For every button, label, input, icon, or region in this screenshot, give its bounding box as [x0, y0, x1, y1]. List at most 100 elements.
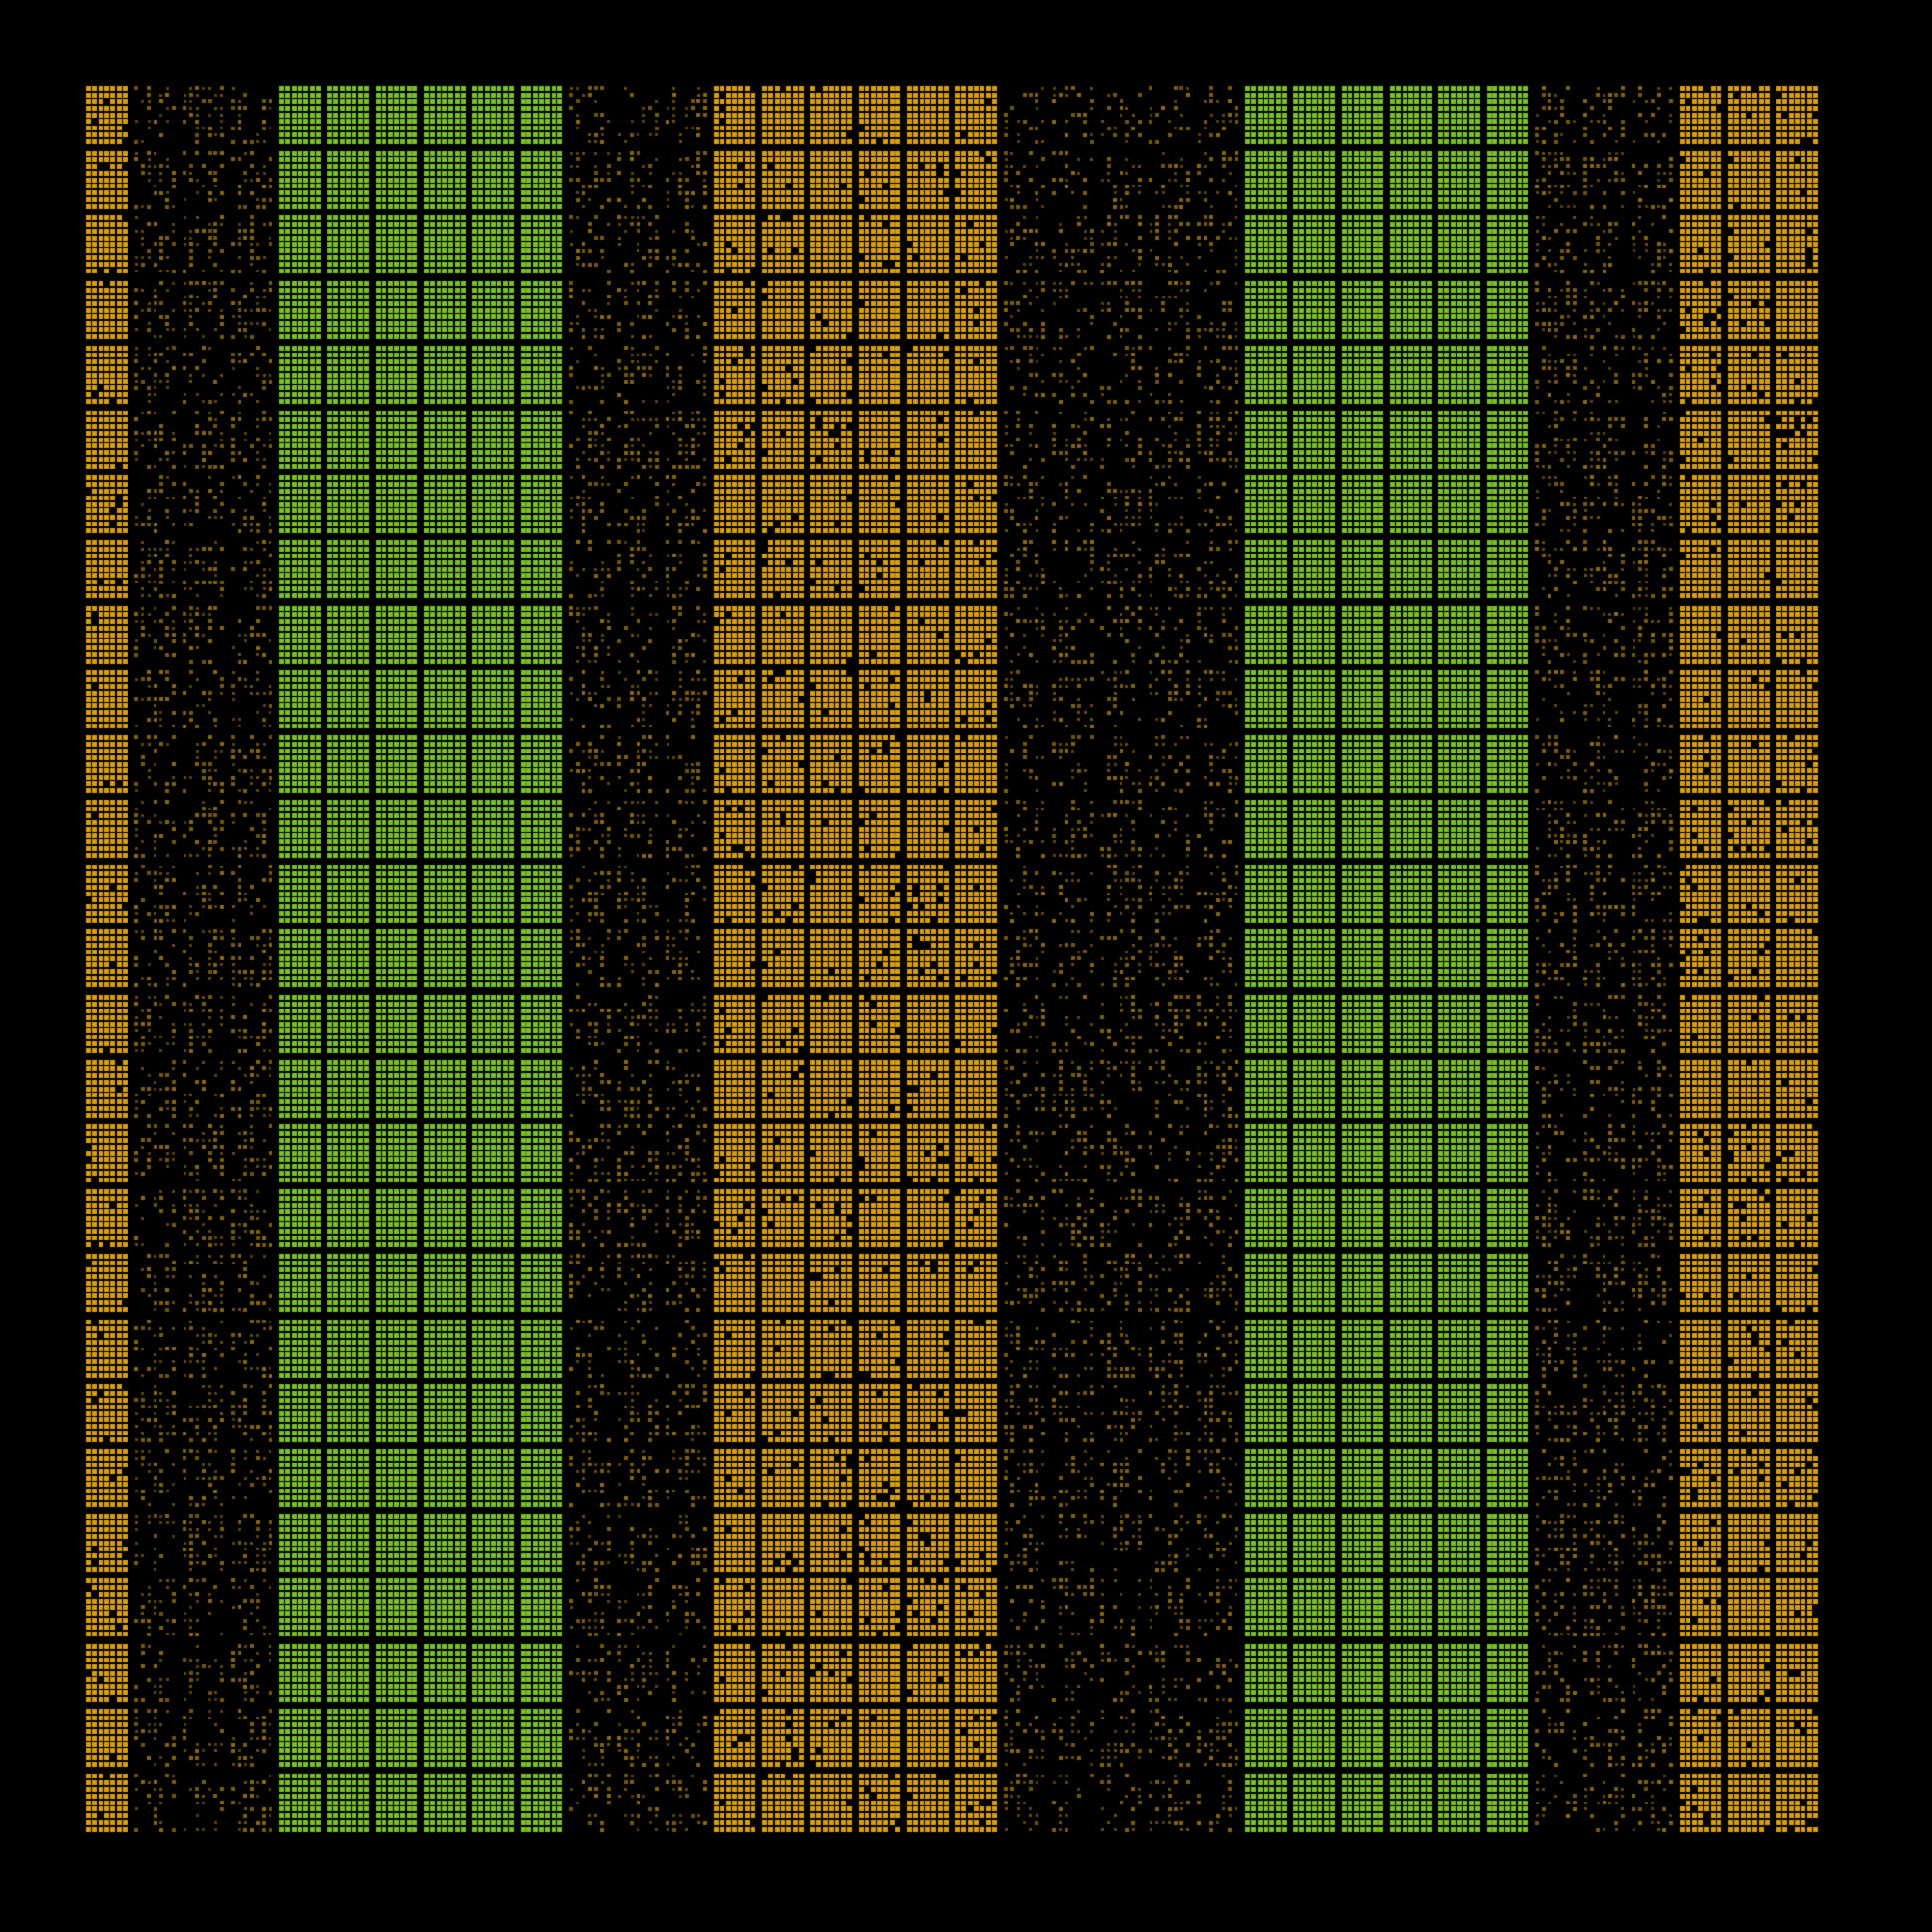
- heatmap-cell: [810, 1577, 858, 1642]
- heatmap-cell: [327, 1513, 375, 1577]
- heatmap-cell: [1003, 409, 1051, 474]
- heatmap-cell: [1486, 604, 1534, 669]
- heatmap-cell: [1003, 733, 1051, 799]
- heatmap-cell: [1244, 1577, 1293, 1642]
- heatmap-cell: [1534, 993, 1582, 1059]
- heatmap-cell: [182, 1642, 230, 1708]
- heatmap-cell: [810, 1058, 858, 1123]
- heatmap-cell: [1582, 1513, 1631, 1577]
- heatmap-cell: [520, 604, 568, 669]
- heatmap-cell: [1293, 1382, 1341, 1448]
- heatmap-cell: [85, 1318, 133, 1383]
- heatmap-cell: [858, 1058, 906, 1123]
- heatmap-cell: [133, 1577, 182, 1642]
- heatmap-cell: [1099, 150, 1148, 214]
- heatmap-cell: [761, 668, 810, 734]
- heatmap-cell: [1679, 150, 1727, 214]
- heatmap-cell: [761, 279, 810, 345]
- heatmap-cell: [1099, 1513, 1148, 1577]
- heatmap-cell: [1776, 1642, 1824, 1708]
- heatmap-cell: [616, 668, 665, 734]
- heatmap-cell: [1099, 928, 1148, 993]
- heatmap-cell: [520, 85, 568, 150]
- heatmap-cell: [858, 928, 906, 993]
- heatmap-cell: [616, 344, 665, 410]
- heatmap-cell: [278, 668, 327, 734]
- heatmap-cell: [1099, 1253, 1148, 1318]
- heatmap-cell: [1196, 1513, 1244, 1577]
- heatmap-cell: [423, 1577, 471, 1642]
- heatmap-cell: [85, 85, 133, 150]
- heatmap-cell: [1148, 1513, 1196, 1577]
- heatmap-cell: [230, 1188, 278, 1253]
- heatmap-cell: [1196, 799, 1244, 864]
- heatmap-cell: [906, 1577, 954, 1642]
- heatmap-cell: [1486, 1707, 1534, 1773]
- heatmap-cell: [954, 539, 1003, 604]
- heatmap-cell: [1099, 1707, 1148, 1773]
- heatmap-cell: [713, 1707, 761, 1773]
- heatmap-cell: [858, 539, 906, 604]
- heatmap-cell: [1003, 85, 1051, 150]
- heatmap-cell: [568, 474, 616, 539]
- heatmap-cell: [1293, 344, 1341, 410]
- heatmap-cell: [858, 604, 906, 669]
- heatmap-cell: [1776, 1772, 1824, 1837]
- heatmap-cell: [1631, 1642, 1679, 1708]
- heatmap-cell: [133, 668, 182, 734]
- heatmap-cell: [520, 344, 568, 410]
- heatmap-cell: [1534, 1447, 1582, 1513]
- heatmap-cell: [1534, 409, 1582, 474]
- heatmap-cell: [1776, 1577, 1824, 1642]
- heatmap-cell: [858, 409, 906, 474]
- heatmap-cell: [1003, 344, 1051, 410]
- heatmap-cell: [906, 474, 954, 539]
- heatmap-cell: [1051, 1513, 1099, 1577]
- heatmap-cell: [1486, 409, 1534, 474]
- heatmap-cell: [1293, 604, 1341, 669]
- heatmap-cell: [182, 409, 230, 474]
- heatmap-cell: [471, 539, 520, 604]
- heatmap-cell: [906, 1253, 954, 1318]
- heatmap-cell: [954, 1707, 1003, 1773]
- heatmap-cell: [1679, 604, 1727, 669]
- heatmap-cell: [278, 799, 327, 864]
- heatmap-cell: [1003, 279, 1051, 345]
- heatmap-cell: [665, 85, 713, 150]
- heatmap-cell: [1244, 409, 1293, 474]
- heatmap-cell: [230, 1447, 278, 1513]
- heatmap-cell: [182, 474, 230, 539]
- heatmap-cell: [471, 85, 520, 150]
- heatmap-cell: [133, 1447, 182, 1513]
- heatmap-cell: [713, 864, 761, 928]
- heatmap-cell: [665, 1188, 713, 1253]
- heatmap-cell: [665, 1382, 713, 1448]
- heatmap-cell: [182, 85, 230, 150]
- heatmap-cell: [616, 604, 665, 669]
- heatmap-cell: [1486, 1447, 1534, 1513]
- heatmap-cell: [954, 799, 1003, 864]
- heatmap-cell: [1003, 1447, 1051, 1513]
- heatmap-cell: [1534, 1188, 1582, 1253]
- heatmap-cell: [1341, 1772, 1389, 1837]
- heatmap-cell: [616, 1058, 665, 1123]
- heatmap-cell: [1582, 1123, 1631, 1188]
- heatmap-cell: [810, 799, 858, 864]
- heatmap-cell: [616, 864, 665, 928]
- heatmap-cell: [423, 864, 471, 928]
- heatmap-cell: [1437, 1577, 1486, 1642]
- heatmap-cell: [954, 1513, 1003, 1577]
- heatmap-cell: [423, 604, 471, 669]
- heatmap-cell: [85, 928, 133, 993]
- heatmap-cell: [85, 539, 133, 604]
- heatmap-cell: [1244, 1382, 1293, 1448]
- heatmap-cell: [665, 1513, 713, 1577]
- heatmap-cell: [1679, 214, 1727, 279]
- heatmap-cell: [858, 799, 906, 864]
- heatmap-cell: [568, 993, 616, 1059]
- heatmap-cell: [471, 1058, 520, 1123]
- heatmap-cell: [1776, 864, 1824, 928]
- heatmap-cell: [1341, 1253, 1389, 1318]
- heatmap-cell: [1293, 539, 1341, 604]
- heatmap-cell: [1244, 150, 1293, 214]
